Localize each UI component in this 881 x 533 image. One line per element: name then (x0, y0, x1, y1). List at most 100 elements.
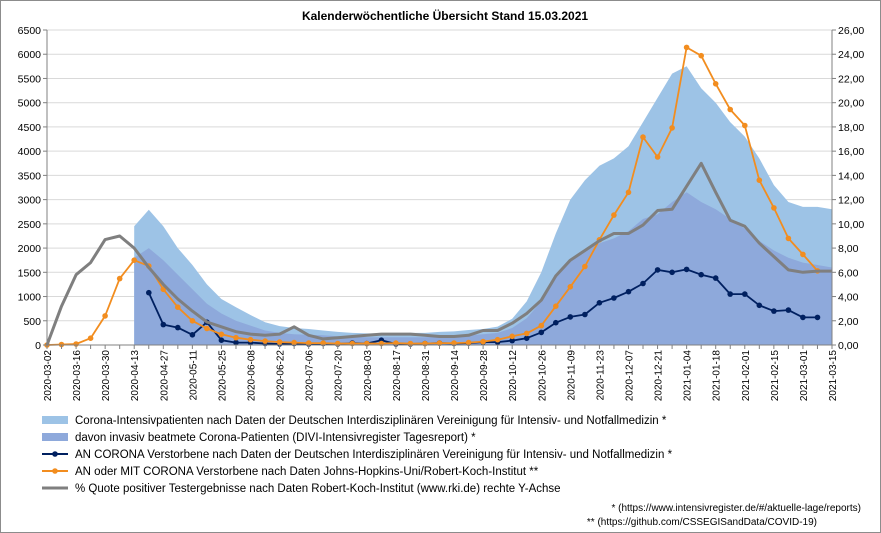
y-tick-left: 6500 (18, 25, 42, 37)
y-tick-right: 4,00 (838, 292, 859, 304)
line-jhu-rki-deaths-point (116, 275, 123, 282)
line-divi-deaths-point (669, 269, 675, 276)
line-jhu-rki-deaths-point (654, 154, 661, 160)
x-tick-label: 2021-01-04 (683, 350, 694, 402)
x-tick-label: 2020-12-21 (654, 350, 665, 402)
line-jhu-rki-deaths-point (640, 134, 646, 140)
x-tick-label: 2020-06-22 (276, 350, 287, 402)
line-jhu-rki-deaths-point (800, 251, 806, 258)
y-tick-left: 2000 (18, 243, 42, 255)
x-tick-label: 2020-11-09 (566, 350, 577, 401)
line-jhu-rki-deaths-point (87, 335, 94, 342)
line-jhu-rki-deaths-point (567, 284, 574, 290)
x-tick-label: 2020-04-27 (159, 350, 170, 402)
x-tick-label: 2020-10-26 (537, 350, 548, 402)
y-tick-right: 16,00 (838, 146, 864, 158)
line-divi-deaths-point (553, 319, 559, 326)
line-positive-rate (45, 161, 832, 346)
note-jhu-source: ** (https://github.com/CSSEGISandData/CO… (587, 517, 817, 528)
line-jhu-rki-deaths-point (175, 304, 181, 311)
x-tick-label: 2020-05-11 (188, 350, 199, 401)
line-divi-deaths-point (611, 295, 617, 301)
line-jhu-rki-deaths-point (712, 81, 719, 87)
legend-label: AN oder MIT CORONA Verstorbene nach Date… (75, 466, 539, 478)
line-divi-deaths-point (538, 329, 545, 336)
line-jhu-rki-deaths-point (131, 257, 137, 264)
legend-marker (52, 468, 58, 474)
y-tick-right: 18,00 (838, 122, 864, 134)
line-jhu-rki-deaths-point (523, 330, 530, 337)
line-divi-deaths-point (800, 314, 806, 321)
line-divi-deaths-point (509, 337, 515, 344)
y-tick-right: 8,00 (838, 243, 859, 255)
line-jhu-rki-deaths-point (611, 212, 617, 218)
line-jhu-rki-deaths-point (742, 122, 748, 129)
line-divi-deaths-point (567, 314, 574, 320)
x-tick-label: 2020-06-08 (247, 350, 258, 402)
y-tick-right: 2,00 (838, 316, 859, 328)
x-tick-label: 2020-09-28 (479, 350, 490, 402)
line-jhu-rki-deaths-point (698, 52, 704, 59)
x-tick-label: 2020-07-06 (305, 350, 316, 402)
line-divi-deaths-point (654, 267, 661, 273)
x-tick-label: 2020-04-13 (130, 350, 141, 402)
chart-title: Kalenderwöchentliche Übersicht Stand 15.… (302, 8, 588, 23)
line-divi-deaths-point (683, 266, 690, 273)
line-jhu-rki-deaths-point (218, 331, 225, 338)
line-jhu-rki-deaths-point (233, 334, 239, 341)
legend-swatch (42, 433, 68, 441)
legend-marker (52, 451, 58, 457)
line-jhu-rki-deaths-point (102, 313, 108, 319)
line-jhu-rki-deaths-point (465, 339, 472, 346)
line-divi-deaths-point (756, 302, 763, 309)
x-tick-label: 2020-03-16 (72, 350, 83, 402)
x-tick-label: 2020-03-02 (43, 350, 54, 402)
x-tick-label: 2021-03-01 (799, 350, 810, 402)
y-tick-left: 5500 (18, 73, 42, 85)
x-tick-label: 2020-05-25 (217, 350, 228, 402)
x-tick-label: 2020-12-07 (624, 350, 635, 402)
x-tick-label: 2020-08-31 (421, 350, 432, 402)
line-divi-deaths-point (523, 335, 530, 342)
area-ventilated-patients (134, 192, 832, 345)
x-tick-label: 2020-09-14 (450, 350, 461, 402)
line-jhu-rki-deaths-point (625, 189, 632, 196)
y-tick-left: 3500 (18, 170, 42, 182)
x-tick-label: 2020-07-20 (334, 350, 345, 402)
line-jhu-rki-deaths-point (553, 303, 559, 310)
y-tick-right: 0,00 (838, 340, 859, 352)
line-jhu-rki-deaths-point (683, 44, 690, 51)
x-tick-label: 2021-02-01 (741, 350, 752, 402)
line-jhu-rki-deaths-point (538, 322, 545, 329)
line-divi-deaths-point (146, 289, 152, 296)
line-jhu-rki-deaths-point (771, 205, 777, 211)
line-divi-deaths-point (582, 311, 588, 318)
line-divi-deaths-point (640, 280, 646, 287)
line-jhu-rki-deaths-point (262, 338, 268, 344)
y-tick-right: 12,00 (838, 195, 864, 207)
legend-label: davon invasiv beatmete Corona-Patienten … (75, 432, 476, 444)
x-tick-label: 2020-03-30 (101, 350, 112, 402)
x-tick-label: 2021-03-15 (828, 350, 839, 402)
legend-swatch (42, 416, 68, 424)
line-divi-deaths-point (712, 275, 719, 281)
line-divi-deaths-point (189, 332, 196, 338)
x-tick-label: 2020-08-17 (392, 350, 403, 402)
line-divi-deaths-point (175, 324, 181, 331)
x-tick-label: 2021-02-15 (770, 350, 781, 402)
y-tick-right: 20,00 (838, 98, 864, 110)
line-divi-deaths-point (625, 288, 632, 295)
note-divi-source: * (https://www.intensivregister.de/#/akt… (611, 503, 861, 514)
y-tick-left: 5000 (18, 98, 42, 110)
y-tick-left: 1500 (18, 267, 42, 279)
line-jhu-rki-deaths-point (276, 339, 283, 345)
line-jhu-rki-deaths-point (756, 177, 763, 183)
line-divi-deaths-point (727, 291, 733, 297)
y-tick-right: 14,00 (838, 170, 864, 182)
legend-label: Corona-Intensivpatienten nach Daten der … (75, 415, 667, 427)
line-divi-deaths-point (771, 308, 777, 314)
x-tick-label: 2021-01-18 (712, 350, 723, 402)
y-tick-left: 3000 (18, 195, 42, 207)
line-divi-deaths-point (596, 300, 603, 306)
